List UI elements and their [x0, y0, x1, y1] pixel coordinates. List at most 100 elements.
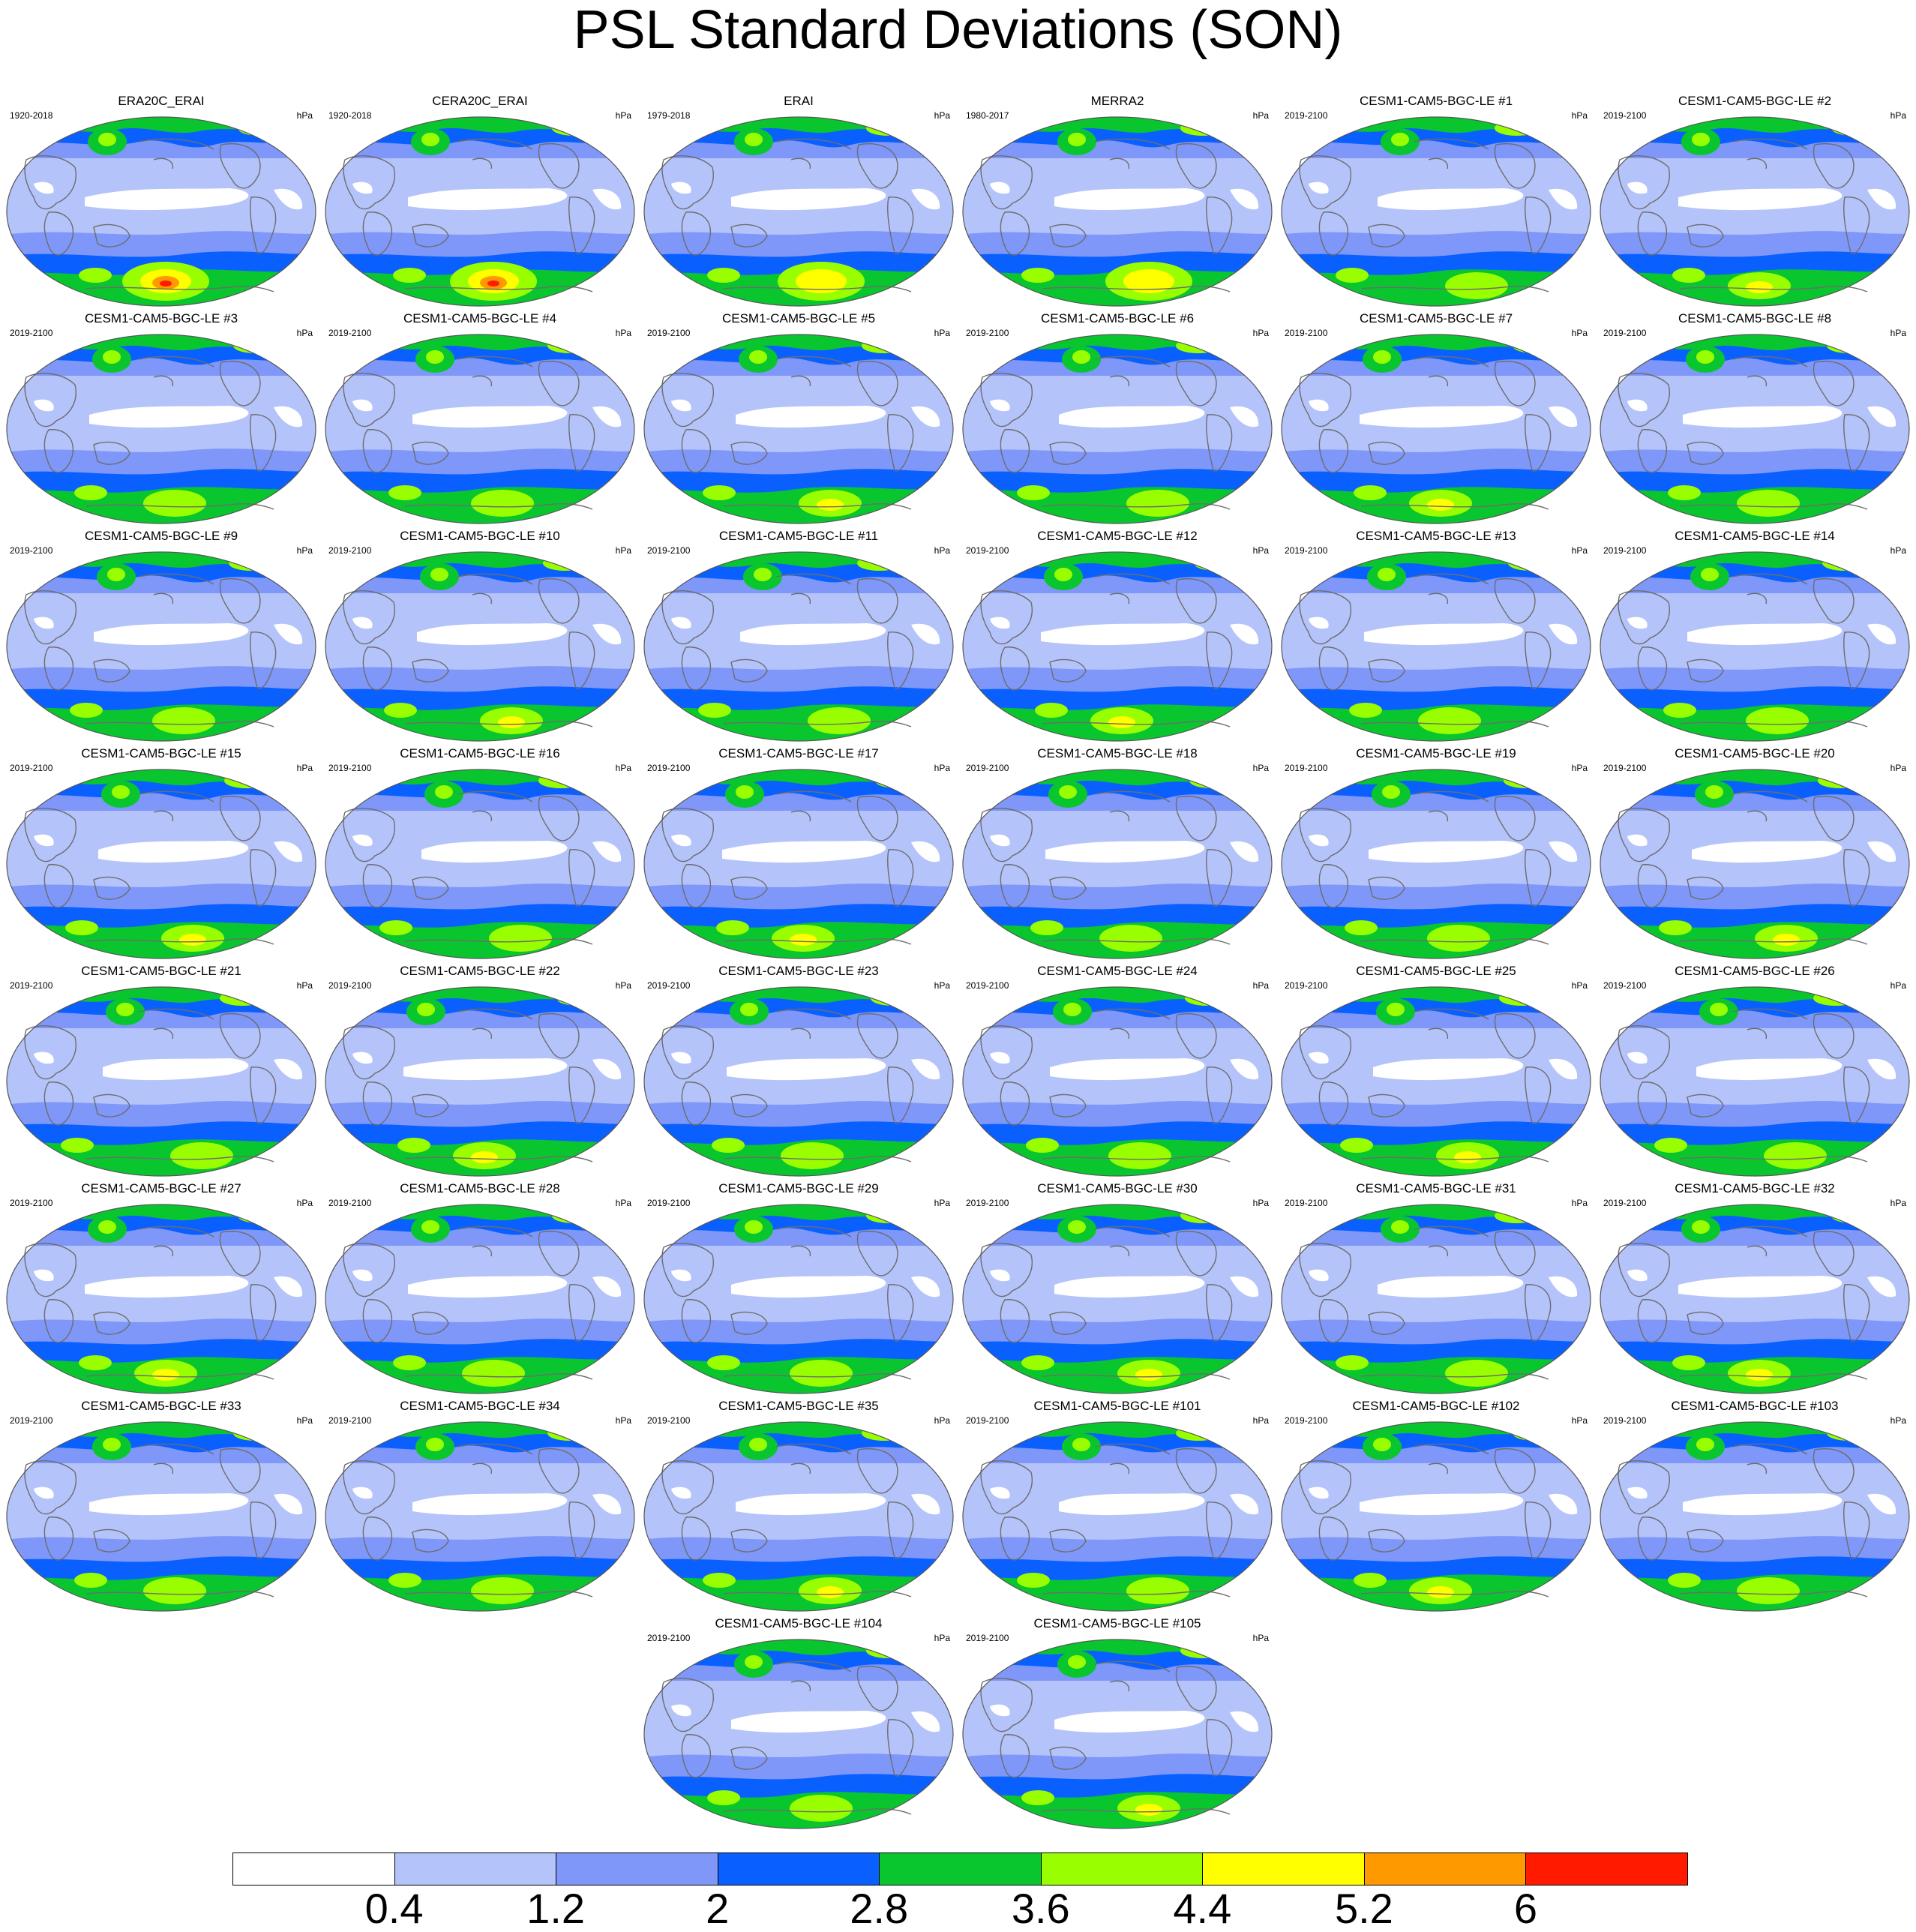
panel-title: CESM1-CAM5-BGC-LE #12 [1037, 529, 1198, 543]
panel-years: 1980-2017 [966, 110, 1009, 121]
panel-units: hPa [1252, 1633, 1269, 1643]
panel-units: hPa [1252, 763, 1269, 773]
psl-std-map [1600, 116, 1910, 307]
panel-units: hPa [1571, 110, 1588, 121]
psl-std-map [1600, 986, 1910, 1177]
panel-years: 2019-2100 [10, 328, 53, 338]
panel-years: 2019-2100 [966, 1633, 1009, 1643]
colorbar-box [717, 1852, 880, 1886]
psl-std-map [6, 769, 316, 959]
panel-units: hPa [1890, 980, 1906, 991]
panel-years: 2019-2100 [1603, 1415, 1647, 1426]
colorbar-box [556, 1852, 718, 1886]
panel-units: hPa [1890, 545, 1906, 556]
panel-title: CESM1-CAM5-BGC-LE #15 [81, 746, 241, 760]
panel-title: CESM1-CAM5-BGC-LE #25 [1356, 964, 1516, 978]
panel-units: hPa [615, 1198, 631, 1208]
panel-title: CESM1-CAM5-BGC-LE #28 [400, 1181, 560, 1196]
panel-title: MERRA2 [1090, 94, 1144, 108]
panel-title: ERAI [784, 94, 814, 108]
psl-std-map [325, 986, 635, 1177]
figure-title: PSL Standard Deviations (SON) [573, 0, 1343, 60]
map-panel: CESM1-CAM5-BGC-LE #7 2019-2100 hPa [1279, 311, 1594, 529]
panel-title: CESM1-CAM5-BGC-LE #21 [81, 964, 241, 978]
colorbar-box [232, 1852, 395, 1886]
psl-std-map [1281, 1421, 1591, 1612]
panel-years: 2019-2100 [966, 1415, 1009, 1426]
panel-title: CESM1-CAM5-BGC-LE #9 [84, 529, 238, 543]
psl-std-map [325, 769, 635, 959]
panel-title: CESM1-CAM5-BGC-LE #5 [721, 311, 876, 326]
panel-units: hPa [296, 110, 313, 121]
panel-units: hPa [1252, 328, 1269, 338]
map-panel: CESM1-CAM5-BGC-LE #5 2019-2100 hPa [641, 311, 956, 529]
psl-std-map [643, 334, 954, 524]
map-panel: CESM1-CAM5-BGC-LE #103 2019-2100 hPa [1597, 1399, 1912, 1616]
psl-std-map [643, 1204, 954, 1394]
map-panel: ERAI 1979-2018 hPa [641, 94, 956, 311]
map-panel: CESM1-CAM5-BGC-LE #29 2019-2100 hPa [641, 1181, 956, 1399]
panel-years: 2019-2100 [1285, 1415, 1328, 1426]
panel-title: CESM1-CAM5-BGC-LE #35 [718, 1399, 879, 1413]
psl-std-map [1600, 334, 1910, 524]
psl-std-map [6, 1421, 316, 1612]
psl-std-map [1281, 116, 1591, 307]
panel-units: hPa [1571, 980, 1588, 991]
panel-title: CESM1-CAM5-BGC-LE #14 [1675, 529, 1835, 543]
map-panel: CESM1-CAM5-BGC-LE #104 2019-2100 hPa [641, 1616, 956, 1834]
map-panel: CESM1-CAM5-BGC-LE #3 2019-2100 hPa [4, 311, 319, 529]
panel-title: CERA20C_ERAI [432, 94, 528, 108]
colorbar-label: 1.2 [526, 1885, 586, 1932]
map-panel: CESM1-CAM5-BGC-LE #20 2019-2100 hPa [1597, 746, 1912, 964]
panel-title: CESM1-CAM5-BGC-LE #1 [1359, 94, 1513, 108]
map-panel: CESM1-CAM5-BGC-LE #12 2019-2100 hPa [960, 529, 1275, 746]
panel-years: 2019-2100 [328, 328, 372, 338]
psl-std-map [1600, 769, 1910, 959]
map-panel: CESM1-CAM5-BGC-LE #8 2019-2100 hPa [1597, 311, 1912, 529]
panel-years: 2019-2100 [1285, 328, 1328, 338]
psl-std-map [643, 1421, 954, 1612]
psl-std-map [6, 334, 316, 524]
psl-std-map [962, 769, 1273, 959]
panel-units: hPa [296, 1415, 313, 1426]
map-panel: CESM1-CAM5-BGC-LE #18 2019-2100 hPa [960, 746, 1275, 964]
map-panel: ERA20C_ERAI 1920-2018 hPa [4, 94, 319, 311]
psl-std-map [325, 1421, 635, 1612]
panel-title: CESM1-CAM5-BGC-LE #103 [1671, 1399, 1839, 1413]
map-panel: CESM1-CAM5-BGC-LE #4 2019-2100 hPa [322, 311, 637, 529]
panel-units: hPa [296, 980, 313, 991]
psl-std-map [325, 1204, 635, 1394]
panel-years: 2019-2100 [328, 1415, 372, 1426]
colorbar-box [1040, 1852, 1204, 1886]
panel-units: hPa [934, 763, 950, 773]
colorbar-box [879, 1852, 1042, 1886]
panel-units: hPa [615, 763, 631, 773]
panel-years: 2019-2100 [966, 980, 1009, 991]
psl-std-map [643, 986, 954, 1177]
panel-years: 2019-2100 [10, 545, 53, 556]
panel-years: 2019-2100 [1603, 328, 1647, 338]
panel-units: hPa [934, 1415, 950, 1426]
map-panel: CESM1-CAM5-BGC-LE #10 2019-2100 hPa [322, 529, 637, 746]
map-panel: CERA20C_ERAI 1920-2018 hPa [322, 94, 637, 311]
map-panel: CESM1-CAM5-BGC-LE #22 2019-2100 hPa [322, 964, 637, 1181]
panel-title: CESM1-CAM5-BGC-LE #11 [718, 529, 879, 543]
psl-std-map [962, 986, 1273, 1177]
panel-units: hPa [296, 1198, 313, 1208]
panel-years: 2019-2100 [1285, 545, 1328, 556]
colorbar-label: 5.2 [1334, 1885, 1393, 1932]
colorbar-box [1525, 1852, 1688, 1886]
panel-years: 2019-2100 [10, 1415, 53, 1426]
panel-units: hPa [615, 110, 631, 121]
panel-title: CESM1-CAM5-BGC-LE #23 [718, 964, 879, 978]
psl-std-map [962, 1421, 1273, 1612]
panel-years: 2019-2100 [1285, 110, 1328, 121]
map-panel: CESM1-CAM5-BGC-LE #32 2019-2100 hPa [1597, 1181, 1912, 1399]
panel-units: hPa [1571, 763, 1588, 773]
map-panel: CESM1-CAM5-BGC-LE #33 2019-2100 hPa [4, 1399, 319, 1616]
panel-title: CESM1-CAM5-BGC-LE #29 [718, 1181, 879, 1196]
panel-units: hPa [1252, 1198, 1269, 1208]
panel-years: 2019-2100 [10, 1198, 53, 1208]
psl-std-map [1600, 1421, 1910, 1612]
map-panel: CESM1-CAM5-BGC-LE #34 2019-2100 hPa [322, 1399, 637, 1616]
